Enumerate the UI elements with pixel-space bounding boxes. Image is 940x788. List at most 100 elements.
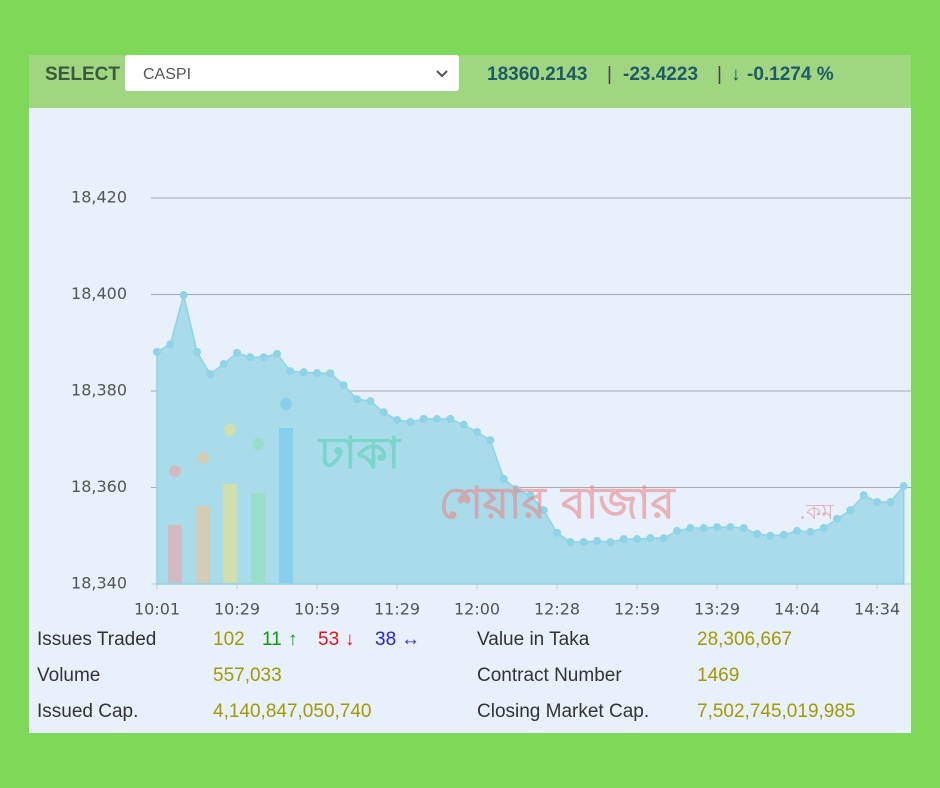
stat-label: Closing Market Cap. bbox=[477, 701, 650, 722]
data-point bbox=[753, 529, 762, 538]
data-point bbox=[246, 353, 255, 362]
data-point bbox=[859, 491, 868, 500]
data-point bbox=[779, 530, 788, 539]
unchanged-arrow: ↔ bbox=[401, 629, 420, 650]
data-point bbox=[313, 369, 322, 378]
x-tick-label: 10:01 bbox=[134, 600, 180, 619]
select-label: SELECT bbox=[45, 64, 120, 85]
stat-label: Issued Cap. bbox=[37, 701, 139, 722]
header: SELECT CASPI 18360.2143 | -23.4223 | ↓ -… bbox=[29, 55, 911, 108]
x-tick-label: 10:29 bbox=[214, 600, 260, 619]
data-point bbox=[499, 474, 508, 483]
y-tick-label: 18,400 bbox=[71, 284, 127, 303]
data-point bbox=[739, 524, 748, 533]
stat-value: 557,033 bbox=[213, 665, 282, 686]
stat-value: 4,140,847,050,740 bbox=[213, 701, 372, 722]
data-point bbox=[633, 535, 642, 544]
data-point bbox=[179, 290, 188, 299]
data-point bbox=[899, 482, 908, 491]
stat-label: Value in Taka bbox=[477, 629, 590, 650]
data-point bbox=[193, 347, 202, 356]
data-point bbox=[513, 485, 522, 494]
data-point bbox=[419, 414, 428, 423]
stat-label: Contract Number bbox=[477, 665, 622, 686]
data-point bbox=[579, 538, 588, 547]
stat-value: 7,502,745,019,985 bbox=[697, 701, 856, 722]
y-tick-label: 18,380 bbox=[71, 381, 127, 400]
percent-change: -0.1274 % bbox=[747, 64, 834, 85]
data-point bbox=[326, 369, 335, 378]
data-point bbox=[539, 506, 548, 515]
data-point bbox=[219, 359, 228, 368]
data-point bbox=[233, 348, 242, 357]
data-point bbox=[366, 397, 375, 406]
data-point bbox=[846, 506, 855, 515]
watermark: শেয়ার বাজার bbox=[439, 478, 676, 529]
data-point bbox=[766, 531, 775, 540]
data-point bbox=[286, 367, 295, 376]
x-tick-label: 12:00 bbox=[454, 600, 500, 619]
data-point bbox=[339, 381, 348, 390]
data-point bbox=[833, 514, 842, 523]
data-point bbox=[713, 523, 722, 532]
data-point bbox=[353, 395, 362, 404]
area bbox=[156, 294, 905, 585]
chart: 18,340 18,360 18,380 18,400 18,420 10:01 10:29… bbox=[71, 188, 911, 619]
x-tick-label: 13:29 bbox=[694, 600, 740, 619]
data-point bbox=[273, 349, 282, 358]
logo-bars bbox=[168, 398, 293, 583]
down-arrow: ↓ bbox=[345, 629, 355, 650]
data-point bbox=[259, 353, 268, 362]
stat-label: Issues Traded bbox=[37, 629, 157, 650]
data-point bbox=[459, 420, 468, 429]
y-tick-label: 18,420 bbox=[71, 188, 127, 207]
stat-value: 28,306,667 bbox=[697, 629, 793, 650]
percent-arrow: ↓ bbox=[731, 64, 741, 85]
separator: | bbox=[717, 64, 722, 85]
dropdown-caret bbox=[436, 70, 448, 78]
panel: SELECT CASPI 18360.2143 | -23.4223 | ↓ -… bbox=[29, 55, 911, 733]
data-point bbox=[873, 497, 882, 506]
stat-value: 1469 bbox=[697, 665, 740, 686]
data-point bbox=[726, 523, 735, 532]
data-point bbox=[299, 368, 308, 377]
up-arrow: ↑ bbox=[288, 629, 298, 650]
data-point bbox=[606, 538, 615, 547]
stat-label: Volume bbox=[37, 665, 101, 686]
data-point bbox=[819, 524, 828, 533]
declines: 53 bbox=[318, 629, 340, 650]
advances: 11 bbox=[262, 629, 282, 650]
dropdown[interactable]: CASPI bbox=[125, 55, 459, 91]
x-tick-label: 12:28 bbox=[534, 600, 580, 619]
change: -23.4223 bbox=[623, 64, 699, 85]
dropdown-value: CASPI bbox=[143, 66, 192, 83]
data-point bbox=[526, 491, 535, 500]
separator: | bbox=[607, 64, 612, 85]
watermark: ঢাকা bbox=[317, 428, 402, 479]
data-point bbox=[379, 408, 388, 417]
x-tick-label: 14:04 bbox=[774, 600, 820, 619]
data-point bbox=[206, 370, 215, 379]
data-point bbox=[553, 528, 562, 537]
data-point bbox=[886, 497, 895, 506]
data-point bbox=[619, 535, 628, 544]
data-point bbox=[446, 414, 455, 423]
plot: 18,340 18,360 18,380 18,400 18,420 10:01 10:29… bbox=[71, 188, 911, 619]
data-point bbox=[593, 537, 602, 546]
stat-value: 102 bbox=[213, 629, 245, 650]
data-point bbox=[153, 347, 161, 356]
data-point bbox=[393, 415, 402, 424]
data-point bbox=[646, 534, 655, 543]
data-point bbox=[433, 414, 442, 423]
data-point bbox=[406, 417, 415, 426]
watermark: .কম bbox=[799, 500, 834, 525]
data-point bbox=[473, 428, 482, 437]
y-tick-label: 18,340 bbox=[71, 574, 127, 593]
x-tick-label: 14:34 bbox=[854, 600, 900, 619]
data-point bbox=[793, 526, 802, 535]
data-point bbox=[673, 526, 682, 535]
x-tick-label: 10:59 bbox=[294, 600, 340, 619]
data-point bbox=[486, 436, 495, 445]
data-point bbox=[659, 534, 668, 543]
